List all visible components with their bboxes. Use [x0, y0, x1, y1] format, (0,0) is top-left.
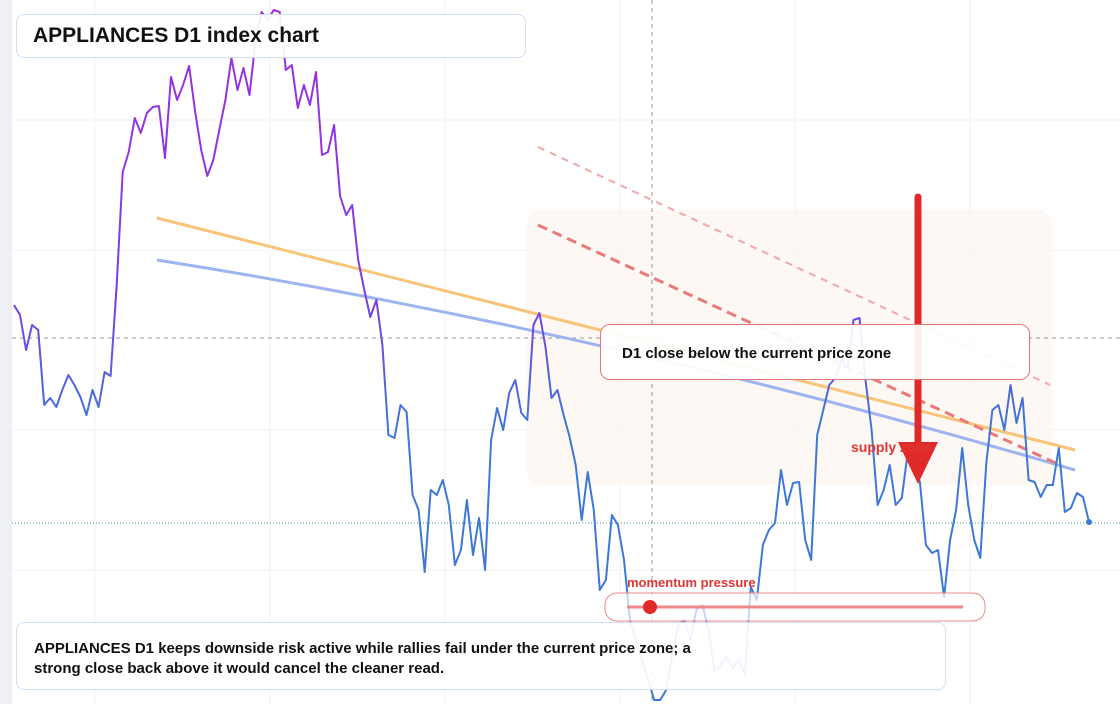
callout-text: D1 close below the current price zone — [622, 345, 892, 362]
zone-label: supply zone — [851, 439, 932, 455]
left-rail — [0, 0, 12, 704]
note-text: APPLIANCES D1 keeps downside risk active… — [34, 640, 691, 677]
title-box: APPLIANCES D1 index chart — [16, 14, 526, 58]
momentum-label: momentum pressure — [627, 575, 756, 590]
chart-title: APPLIANCES D1 index chart — [33, 24, 319, 47]
note-box: APPLIANCES D1 keeps downside risk active… — [16, 622, 946, 690]
momentum-dot — [643, 600, 657, 614]
down-arrow-head — [898, 442, 938, 484]
last-point — [1086, 519, 1092, 525]
callout-box: D1 close below the current price zone — [600, 324, 1030, 380]
